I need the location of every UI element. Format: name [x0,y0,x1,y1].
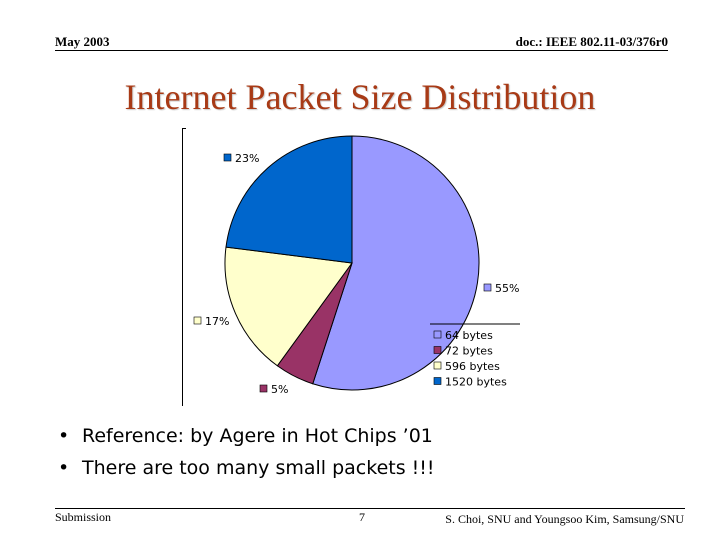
data-label: 55% [495,282,519,295]
slice-596-bytes [224,246,353,367]
legend-swatch [433,330,442,339]
chart-legend: 64 bytes 72 bytes 596 bytes 1520 bytes [430,323,520,389]
header-date: May 2003 [55,34,110,49]
bullet-item: • There are too many small packets !!! [58,452,435,484]
pie-chart: 55% 5% 17% 23% 64 bytes 72 bytes 596 bytes 152… [182,128,530,406]
slide-title: Internet Packet Size Distribution [124,77,596,117]
bullet-text: Reference: by Agere in Hot Chips ’01 [82,425,433,447]
legend-swatch [433,346,442,354]
pie-chart-svg: 55% 5% 17% 23% 64 bytes 72 bytes 596 bytes 152… [182,128,520,406]
header-doc-id: doc.: IEEE 802.11-03/376r0 [515,34,668,49]
footer-authors: S. Choi, SNU and Youngsoo Kim, Samsung/S… [445,512,684,526]
legend-label: 64 bytes [445,329,493,342]
bullet-item: • Reference: by Agere in Hot Chips ’01 [58,420,435,452]
slice-1520-bytes [225,135,353,264]
data-label-marker [223,153,232,162]
data-label: 23% [235,152,259,165]
legend-label: 72 bytes [445,345,493,358]
pie-data-labels: 55% 5% 17% 23% [193,152,519,396]
bullet-icon: • [58,425,70,447]
legend-label: 596 bytes [445,360,500,373]
pie-slices [224,135,480,391]
data-label-marker [193,316,202,325]
bullet-list: • Reference: by Agere in Hot Chips ’01 • T… [58,420,435,484]
footer-submission: Submission [55,510,112,524]
slice-64-bytes [312,135,480,391]
bullet-icon: • [58,457,70,479]
data-label: 17% [205,315,229,328]
header-divider [55,50,668,51]
data-label: 5% [271,383,288,396]
legend-swatch [433,377,442,385]
data-label-marker [259,384,268,393]
footer-page-number: 7 [359,510,365,524]
footer-divider [55,508,685,509]
bullet-text: There are too many small packets !!! [82,457,435,479]
legend-label: 1520 bytes [445,376,507,389]
legend-swatch [433,361,442,370]
data-label-marker [483,283,492,292]
